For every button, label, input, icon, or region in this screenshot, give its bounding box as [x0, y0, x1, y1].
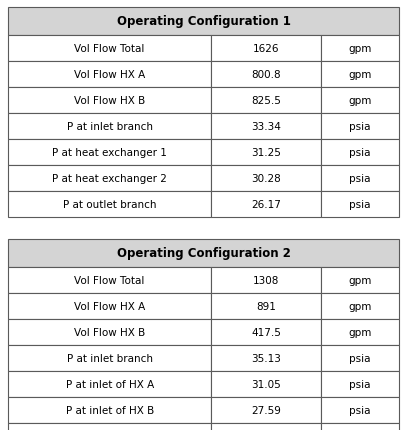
Text: 825.5: 825.5 — [251, 96, 281, 106]
Text: P at heat exchanger 2: P at heat exchanger 2 — [52, 174, 167, 184]
Bar — [8, 166, 211, 191]
Bar — [211, 36, 321, 62]
Bar — [211, 293, 321, 319]
Bar — [211, 397, 321, 423]
Text: P at inlet of HX B: P at inlet of HX B — [66, 405, 154, 415]
Bar — [321, 140, 399, 166]
Text: gpm: gpm — [348, 327, 372, 337]
Text: Operating Configuration 1: Operating Configuration 1 — [116, 15, 291, 28]
Text: 35.13: 35.13 — [251, 353, 281, 363]
Bar — [8, 62, 211, 88]
Text: 27.59: 27.59 — [251, 405, 281, 415]
Text: gpm: gpm — [348, 44, 372, 54]
Text: psia: psia — [349, 200, 371, 209]
Bar — [211, 88, 321, 114]
Bar — [8, 397, 211, 423]
Text: gpm: gpm — [348, 96, 372, 106]
Bar — [211, 62, 321, 88]
Bar — [321, 191, 399, 218]
Bar — [211, 423, 321, 430]
Text: 30.28: 30.28 — [251, 174, 281, 184]
Bar — [8, 319, 211, 345]
Text: Vol Flow Total: Vol Flow Total — [74, 275, 145, 286]
Text: Vol Flow HX A: Vol Flow HX A — [74, 301, 145, 311]
Text: 26.17: 26.17 — [251, 200, 281, 209]
Bar — [321, 397, 399, 423]
Text: psia: psia — [349, 353, 371, 363]
Bar — [211, 166, 321, 191]
Bar — [321, 114, 399, 140]
Bar — [8, 240, 399, 267]
Text: Operating Configuration 2: Operating Configuration 2 — [116, 247, 291, 260]
Bar — [8, 140, 211, 166]
Text: 1308: 1308 — [253, 275, 279, 286]
Text: psia: psia — [349, 122, 371, 132]
Bar — [321, 267, 399, 293]
Bar — [211, 371, 321, 397]
Text: Vol Flow HX A: Vol Flow HX A — [74, 70, 145, 80]
Bar — [211, 140, 321, 166]
Text: P at inlet branch: P at inlet branch — [67, 122, 153, 132]
Bar — [8, 114, 211, 140]
Bar — [211, 114, 321, 140]
Text: P at inlet of HX A: P at inlet of HX A — [66, 379, 154, 389]
Text: Vol Flow Total: Vol Flow Total — [74, 44, 145, 54]
Bar — [321, 293, 399, 319]
Bar — [211, 319, 321, 345]
Bar — [321, 88, 399, 114]
Text: 1626: 1626 — [253, 44, 279, 54]
Text: 33.34: 33.34 — [251, 122, 281, 132]
Text: 417.5: 417.5 — [251, 327, 281, 337]
Text: P at outlet branch: P at outlet branch — [63, 200, 156, 209]
Text: 891: 891 — [256, 301, 276, 311]
Text: 31.25: 31.25 — [251, 147, 281, 158]
Bar — [321, 371, 399, 397]
Bar — [8, 423, 211, 430]
Bar — [8, 88, 211, 114]
Text: P at heat exchanger 1: P at heat exchanger 1 — [52, 147, 167, 158]
Bar — [8, 293, 211, 319]
Text: psia: psia — [349, 174, 371, 184]
Text: psia: psia — [349, 405, 371, 415]
Bar — [321, 345, 399, 371]
Text: psia: psia — [349, 147, 371, 158]
Text: gpm: gpm — [348, 70, 372, 80]
Bar — [321, 62, 399, 88]
Bar — [8, 345, 211, 371]
Text: Vol Flow HX B: Vol Flow HX B — [74, 96, 145, 106]
Bar — [8, 191, 211, 218]
Text: gpm: gpm — [348, 301, 372, 311]
Bar — [211, 267, 321, 293]
Bar — [321, 319, 399, 345]
Bar — [8, 371, 211, 397]
Bar — [211, 191, 321, 218]
Bar — [211, 345, 321, 371]
Bar — [8, 8, 399, 36]
Text: 800.8: 800.8 — [251, 70, 281, 80]
Text: Vol Flow HX B: Vol Flow HX B — [74, 327, 145, 337]
Text: psia: psia — [349, 379, 371, 389]
Bar — [321, 36, 399, 62]
Text: P at inlet branch: P at inlet branch — [67, 353, 153, 363]
Bar — [321, 166, 399, 191]
Bar — [8, 36, 211, 62]
Bar — [321, 423, 399, 430]
Text: gpm: gpm — [348, 275, 372, 286]
Bar — [8, 267, 211, 293]
Text: 31.05: 31.05 — [251, 379, 281, 389]
